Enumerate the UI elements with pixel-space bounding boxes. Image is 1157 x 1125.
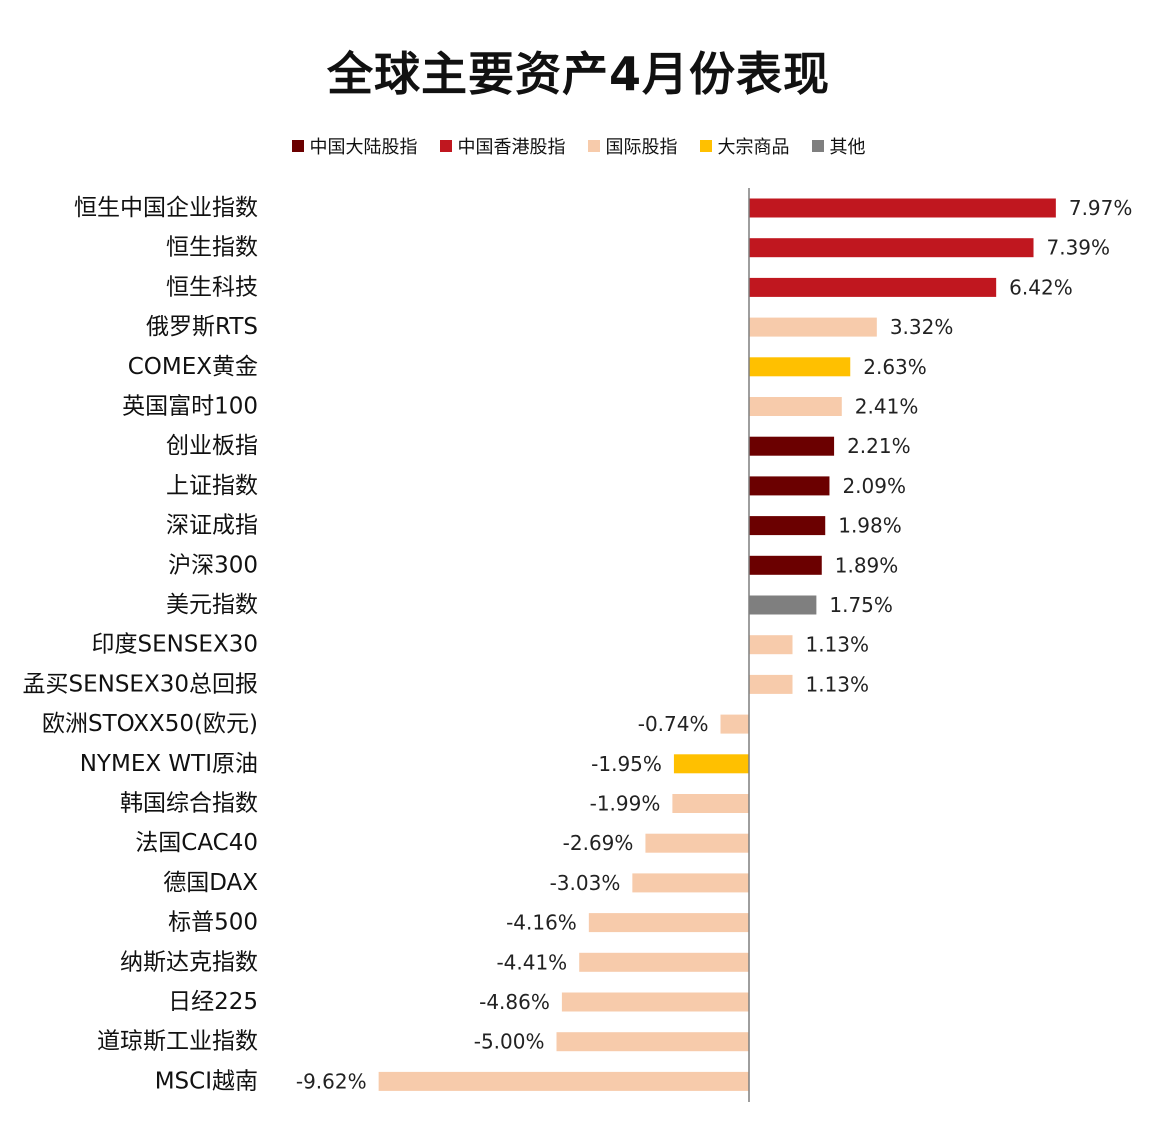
- data-label: 1.98%: [838, 514, 902, 538]
- legend-swatch: [291, 140, 304, 152]
- data-label: 6.42%: [1009, 275, 1073, 299]
- category-label: 深证成指: [166, 513, 258, 539]
- category-label: 英国富时100: [122, 394, 258, 420]
- bar: [645, 833, 749, 853]
- category-label: 沪深300: [168, 552, 258, 578]
- legend-item-intl: 国际股指: [587, 133, 678, 159]
- data-label: 1.75%: [829, 593, 893, 617]
- category-label: COMEX黄金: [128, 354, 258, 380]
- data-label: -9.62%: [296, 1069, 367, 1093]
- category-label: 韩国综合指数: [120, 791, 258, 817]
- data-label: 7.97%: [1069, 196, 1133, 220]
- legend-label: 中国香港股指: [457, 137, 566, 158]
- legend-label: 中国大陆股指: [309, 137, 418, 158]
- category-label: 恒生科技: [166, 274, 258, 300]
- bar: [749, 476, 830, 496]
- legend-item-commodity: 大宗商品: [699, 133, 790, 159]
- data-label: -5.00%: [474, 1030, 545, 1054]
- bar: [749, 516, 826, 536]
- data-label: 2.63%: [863, 355, 927, 379]
- bar: [749, 436, 835, 456]
- category-label: 欧洲STOXX50(欧元): [42, 711, 258, 737]
- legend-label: 其他: [829, 137, 866, 158]
- data-label: 2.21%: [847, 434, 911, 458]
- bar: [588, 913, 749, 933]
- bar: [749, 555, 822, 575]
- category-label: 创业板指: [166, 433, 258, 459]
- category-label: 美元指数: [166, 592, 258, 618]
- bar: [720, 714, 749, 734]
- legend-swatch: [587, 140, 600, 152]
- bar: [749, 198, 1056, 218]
- chart-title: 全球主要资产4月份表现: [326, 47, 830, 101]
- category-label: 德国DAX: [163, 870, 258, 896]
- bar: [749, 357, 851, 377]
- legend-item-other: 其他: [811, 133, 866, 159]
- legend-swatch: [811, 140, 824, 152]
- data-label: -4.86%: [479, 990, 550, 1014]
- category-label: 印度SENSEX30: [92, 632, 259, 658]
- bar: [749, 238, 1034, 258]
- data-label: -0.74%: [638, 712, 709, 736]
- legend: 中国大陆股指 中国香港股指 国际股指 大宗商品 其他: [0, 133, 1157, 159]
- legend-swatch: [699, 140, 712, 152]
- category-label: 恒生中国企业指数: [74, 195, 258, 221]
- bar: [749, 635, 793, 655]
- category-label: 法国CAC40: [135, 830, 258, 856]
- legend-item-hongkong: 中国香港股指: [439, 133, 566, 159]
- category-label: 上证指数: [166, 473, 258, 499]
- bar: [561, 992, 749, 1012]
- data-label: -4.41%: [496, 950, 567, 974]
- category-label: 孟买SENSEX30总回报: [23, 671, 259, 697]
- category-label: NYMEX WTI原油: [80, 751, 258, 777]
- legend-swatch: [439, 140, 452, 152]
- bar: [579, 952, 749, 972]
- bar: [556, 1032, 749, 1052]
- category-label: 标普500: [168, 910, 258, 936]
- data-label: 1.13%: [806, 672, 870, 696]
- data-label: -4.16%: [506, 911, 577, 935]
- data-label: 7.39%: [1047, 236, 1111, 260]
- bar: [672, 794, 749, 813]
- legend-item-mainland: 中国大陆股指: [291, 133, 418, 159]
- bar: [632, 873, 749, 893]
- category-label: 道琼斯工业指数: [97, 1029, 258, 1055]
- bar: [749, 595, 817, 615]
- category-label: 纳斯达克指数: [120, 949, 258, 975]
- category-label: 恒生指数: [166, 235, 258, 261]
- bar: [749, 317, 877, 337]
- bar: [673, 754, 749, 774]
- data-label: 1.13%: [806, 633, 870, 657]
- data-label: 2.09%: [842, 474, 906, 498]
- bar: [749, 397, 842, 416]
- data-label: -2.69%: [563, 831, 634, 855]
- data-label: 1.89%: [835, 553, 899, 577]
- legend-label: 大宗商品: [717, 137, 790, 158]
- data-label: -3.03%: [550, 871, 621, 895]
- legend-label: 国际股指: [605, 137, 678, 158]
- data-label: 3.32%: [890, 315, 954, 339]
- data-label: 2.41%: [855, 395, 919, 419]
- category-label: 日经225: [168, 989, 258, 1015]
- category-label: MSCI越南: [155, 1068, 258, 1094]
- bar: [749, 674, 793, 694]
- bar: [378, 1071, 749, 1091]
- bar: [749, 277, 997, 297]
- data-label: -1.95%: [591, 752, 662, 776]
- category-label: 俄罗斯RTS: [146, 314, 258, 340]
- data-label: -1.99%: [590, 792, 661, 816]
